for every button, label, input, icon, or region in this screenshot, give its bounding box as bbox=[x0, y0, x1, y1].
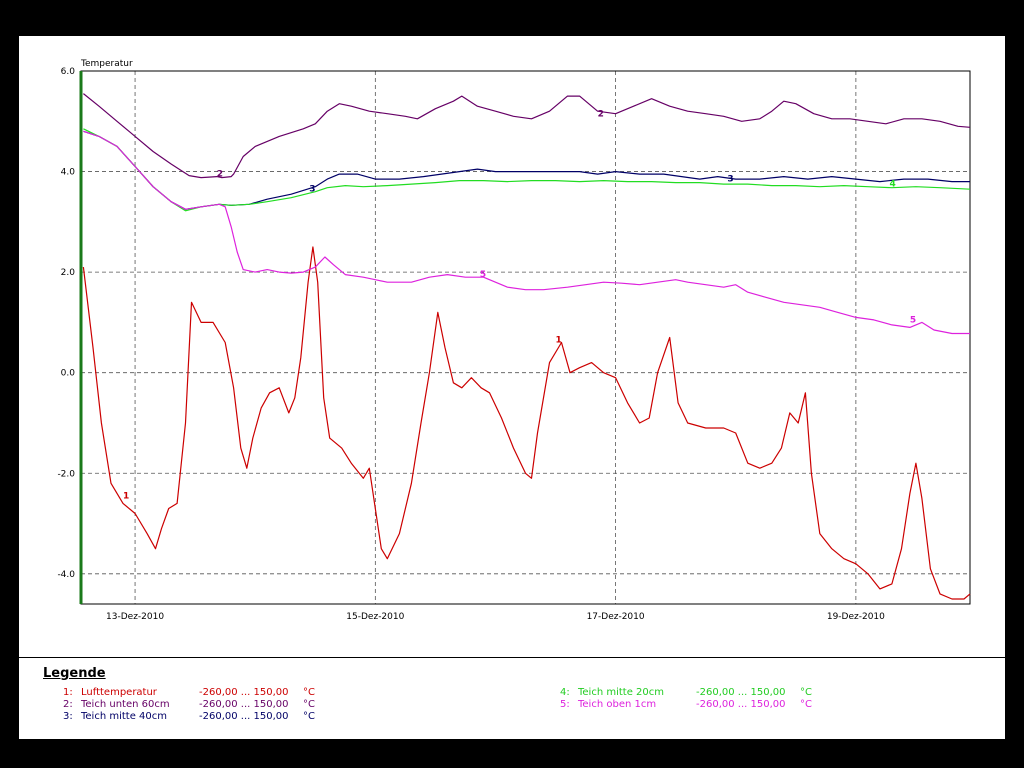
series-line-1 bbox=[82, 246, 971, 600]
legend-unit: °C bbox=[303, 687, 315, 698]
legend-range: -260,00 ... 150,00 bbox=[199, 687, 289, 698]
y-tick-label: -4.0 bbox=[57, 570, 75, 580]
chart-frame bbox=[18, 35, 1006, 740]
series-marker-4: 4 bbox=[890, 180, 896, 190]
line-chart: 1 1 2 2 3 3 4 5 5 6.0 4.0 2.0 0.0 -2.0 -4.0 13-Dez-201… bbox=[57, 59, 971, 622]
legend-item: 3: Teich mitte 40cm -260,00 ... 150,00 °C bbox=[63, 711, 315, 722]
legend-num: 5: bbox=[560, 699, 570, 710]
legend-range: -260,00 ... 150,00 bbox=[696, 699, 786, 710]
y-tick-label: 0.0 bbox=[61, 369, 76, 379]
axis-layer: 6.0 4.0 2.0 0.0 -2.0 -4.0 13-Dez-2010 15-Dez-20… bbox=[57, 67, 885, 622]
legend-panel: Legende 1: Lufttemperatur -260,00 ... 150,… bbox=[18, 657, 1006, 740]
legend-range: -260,00 ... 150,00 bbox=[199, 711, 289, 722]
x-tick-label: 13-Dez-2010 bbox=[106, 612, 164, 622]
x-tick-label: 15-Dez-2010 bbox=[346, 612, 404, 622]
legend-unit: °C bbox=[800, 687, 812, 698]
series-marker-2: 2 bbox=[217, 170, 223, 180]
legend-unit: °C bbox=[303, 699, 315, 710]
grid-lines bbox=[81, 70, 970, 604]
legend-name: Lufttemperatur bbox=[81, 687, 157, 698]
x-tick-label: 17-Dez-2010 bbox=[587, 612, 645, 622]
series-line-5 bbox=[83, 130, 970, 335]
legend-item: 5: Teich oben 1cm -260,00 ... 150,00 °C bbox=[560, 699, 812, 710]
y-tick-label: 6.0 bbox=[61, 67, 76, 77]
y-tick-label: -2.0 bbox=[57, 469, 75, 479]
legend-item: 1: Lufttemperatur -260,00 ... 150,00 °C bbox=[63, 687, 315, 698]
series-marker-5: 5 bbox=[910, 315, 916, 325]
series-marker-5: 5 bbox=[480, 270, 486, 280]
legend-name: Teich oben 1cm bbox=[578, 699, 657, 710]
y-tick-label: 2.0 bbox=[61, 268, 76, 278]
y-tick-label: 4.0 bbox=[61, 168, 76, 178]
legend-item: 4: Teich mitte 20cm -260,00 ... 150,00 °C bbox=[560, 687, 812, 698]
legend-range: -260,00 ... 150,00 bbox=[199, 699, 289, 710]
legend-num: 2: bbox=[63, 699, 73, 710]
series-marker-3: 3 bbox=[309, 185, 315, 195]
legend-unit: °C bbox=[303, 711, 315, 722]
plot-area-border bbox=[80, 70, 971, 605]
legend-num: 1: bbox=[63, 687, 73, 698]
legend-num: 4: bbox=[560, 687, 570, 698]
y-axis-label: Temperatur bbox=[80, 59, 133, 69]
series-marker-2: 2 bbox=[598, 109, 604, 119]
x-tick-label: 19-Dez-2010 bbox=[827, 612, 885, 622]
legend-name: Teich mitte 40cm bbox=[81, 711, 168, 722]
legend-name: Teich mitte 20cm bbox=[578, 687, 665, 698]
legend-num: 3: bbox=[63, 711, 73, 722]
series-line-2 bbox=[83, 93, 971, 179]
legend-unit: °C bbox=[800, 699, 812, 710]
legend-title: Legende bbox=[43, 666, 106, 681]
series-layer: 1 1 2 2 3 3 4 5 5 bbox=[82, 93, 971, 600]
series-marker-1: 1 bbox=[123, 491, 129, 501]
legend-name: Teich unten 60cm bbox=[81, 699, 170, 710]
series-marker-1: 1 bbox=[556, 336, 562, 346]
legend-item: 2: Teich unten 60cm -260,00 ... 150,00 °C bbox=[63, 699, 315, 710]
legend-range: -260,00 ... 150,00 bbox=[696, 687, 786, 698]
series-marker-3: 3 bbox=[727, 175, 733, 185]
